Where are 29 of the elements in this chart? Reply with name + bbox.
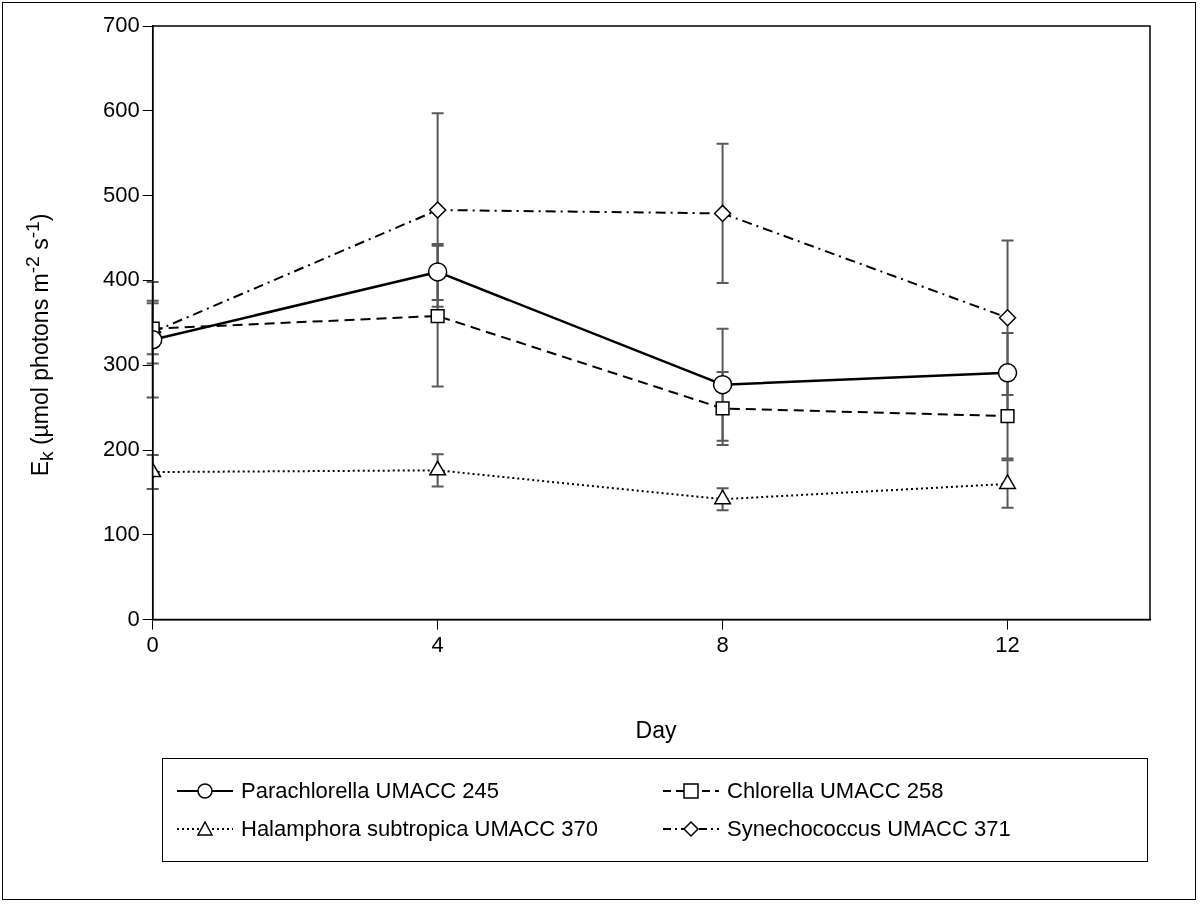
point: [715, 401, 730, 416]
y-tick-label: 200: [102, 436, 140, 462]
point: [430, 308, 445, 324]
y-tick-label: 300: [102, 351, 140, 377]
legend-label: Parachlorella UMACC 245: [241, 778, 499, 804]
point: [428, 201, 447, 219]
point: [714, 489, 732, 505]
point: [713, 204, 732, 223]
y-tick-label: 500: [102, 181, 140, 207]
x-axis-title: Day: [635, 717, 677, 744]
x-tick-label: 8: [716, 631, 729, 657]
point: [1000, 408, 1015, 424]
y-tick-label: 0: [127, 605, 140, 631]
y-tick-label: 700: [102, 12, 140, 38]
point: [712, 374, 733, 395]
legend-label: Synechococcus UMACC 371: [727, 816, 1011, 842]
y-tick-label: 400: [102, 266, 140, 292]
point: [427, 262, 448, 282]
legend-label: Halamphora subtropica UMACC 370: [241, 816, 599, 842]
point: [998, 308, 1017, 327]
y-tick-label: 600: [102, 96, 140, 122]
point: [429, 460, 447, 476]
y-tick-label: 100: [102, 520, 140, 546]
x-tick-label: 0: [146, 631, 159, 657]
point: [998, 474, 1017, 490]
legend-label: Chlorella UMACC 258: [727, 778, 944, 804]
x-tick-label: 4: [431, 631, 444, 657]
x-tick-label: 12: [995, 631, 1020, 657]
point: [997, 363, 1018, 383]
